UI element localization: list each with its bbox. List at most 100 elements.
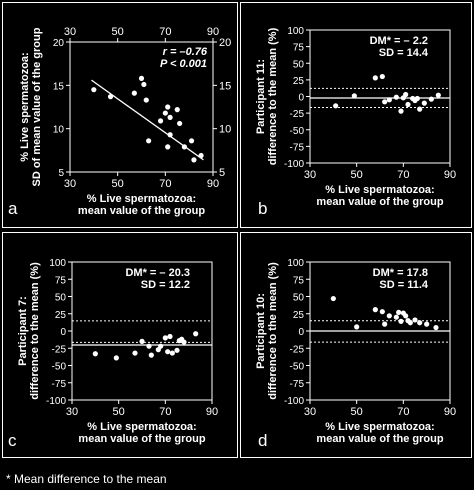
pd-y-tick-label: -75 [290, 379, 305, 390]
pa-data-point [167, 132, 173, 138]
pc-data-point [174, 347, 180, 353]
pd-y-tick-label: 50 [293, 293, 305, 304]
pc-data-point [148, 352, 154, 358]
pa-data-point [138, 75, 145, 81]
pb-data-point [435, 92, 441, 98]
pb-data-point [421, 100, 427, 106]
pa-y-axis-label: SD of mean value of the group [31, 27, 43, 186]
pd-y-tick-label: 100 [287, 258, 304, 269]
pd-y-tick-label: 75 [293, 275, 305, 286]
pb-y-axis-label: difference to the mean (%) [267, 27, 279, 165]
pb-y-tick-label: -25 [290, 109, 305, 120]
pd-y-axis-label: difference to the mean (%) [267, 262, 279, 400]
pa-data-point [174, 107, 180, 113]
pb-y-tick-label: 0 [298, 93, 304, 104]
pb-x-tick-label: 50 [351, 169, 363, 181]
pa-data-point [141, 81, 147, 88]
pb-x-axis-label: mean value of the group [316, 196, 443, 208]
pb-data-point [405, 101, 411, 108]
footnote: * Mean difference to the mean [6, 472, 167, 486]
pd-data-point [396, 309, 402, 315]
pd-x-axis-label: mean value of the group [316, 433, 443, 445]
pc-data-point [139, 338, 145, 344]
pb-data-point [417, 106, 423, 112]
pd-data-point [403, 313, 409, 319]
pc-y-tick-label: -50 [52, 362, 67, 373]
pc-x-tick-label: 30 [66, 406, 78, 418]
pd-data-point [398, 318, 404, 324]
pd-data-point [372, 307, 378, 313]
pa-y-right-tick-label: 15 [219, 80, 231, 92]
pa-data-point [162, 110, 168, 116]
pc-data-point [113, 355, 119, 361]
pa-stats-annotation: r = –0.76 [163, 46, 208, 58]
pb-data-point [403, 91, 409, 98]
pd-y-axis-label: Participant 10: [255, 293, 267, 369]
panel-b [240, 2, 472, 228]
pc-data-point [92, 351, 98, 357]
pa-x-top-tick-label: 50 [112, 26, 124, 38]
pb-data-point [398, 108, 404, 114]
pd-y-tick-label: -100 [284, 396, 304, 407]
pb-y-tick-label: 100 [287, 26, 304, 37]
pb-panel-letter: b [258, 199, 267, 218]
pd-y-tick-label: -50 [290, 362, 305, 373]
pc-y-axis-label: Participant 7: [17, 296, 29, 366]
pb-data-point [372, 75, 378, 81]
pa-data-point [198, 152, 204, 159]
pa-data-point [188, 138, 195, 144]
pb-x-axis-label: % Live spermatozoa: [325, 184, 434, 196]
pc-x-tick-label: 50 [113, 406, 125, 418]
pc-y-tick-label: 100 [49, 258, 66, 269]
pa-data-point [91, 87, 97, 93]
pa-x-tick-label: 30 [64, 178, 76, 190]
pc-y-tick-label: 75 [55, 275, 67, 286]
pa-y-right-tick-label: 5 [219, 167, 225, 179]
pd-data-point [330, 295, 336, 302]
pb-y-tick-label: -100 [284, 159, 304, 170]
pd-data-point [354, 324, 360, 330]
pc-y-tick-label: 0 [60, 327, 66, 338]
panel-c [2, 232, 238, 458]
pd-data-point [417, 320, 423, 326]
pc-y-axis-label: difference to the mean (%) [29, 262, 41, 400]
pd-data-point [407, 320, 413, 326]
pc-x-tick-label: 90 [206, 406, 218, 418]
pb-data-point [428, 96, 434, 102]
pb-data-point [386, 97, 392, 103]
pd-x-tick-label: 70 [397, 406, 409, 418]
pd-x-tick-label: 50 [351, 406, 363, 418]
pc-stats-annotation: DM* = – 20.3 [125, 267, 190, 279]
pd-y-tick-label: 0 [298, 327, 304, 338]
pa-plot-frame [69, 41, 214, 173]
pc-y-tick-label: -75 [52, 379, 67, 390]
pd-x-tick-label: 30 [304, 406, 316, 418]
pb-y-tick-label: 25 [293, 76, 305, 87]
pd-y-tick-label: 25 [293, 310, 305, 321]
pc-data-point [158, 343, 164, 349]
pa-panel-letter: a [8, 199, 18, 218]
pc-data-point [169, 350, 175, 356]
pc-x-axis-label: mean value of the group [78, 433, 205, 445]
pc-x-axis-label: % Live spermatozoa: [87, 421, 196, 433]
pb-x-tick-label: 30 [304, 169, 316, 181]
pa-data-point [107, 94, 114, 100]
pb-y-tick-label: 75 [293, 43, 305, 54]
pc-data-point [193, 331, 199, 337]
pd-data-point [386, 313, 392, 319]
pb-data-point [351, 93, 357, 99]
pa-y-axis-label: % Live spermatozoa: [19, 52, 31, 161]
pa-data-point [167, 114, 173, 120]
pb-data-point [393, 94, 399, 100]
pd-panel-letter: d [258, 431, 267, 450]
pa-data-point [143, 97, 149, 103]
pb-y-axis-label: Participant 11: [255, 59, 267, 134]
pa-y-right-tick-label: 10 [219, 124, 231, 136]
pd-stats-annotation: DM* = 17.8 [373, 267, 428, 279]
pa-y-tick-label: 5 [58, 168, 64, 179]
pc-stats-annotation: SD = 12.2 [141, 279, 190, 291]
pc-y-tick-label: 25 [55, 310, 67, 321]
pb-y-tick-label: -50 [290, 126, 305, 137]
pb-stats-annotation: DM* = – 2.2 [370, 35, 428, 47]
